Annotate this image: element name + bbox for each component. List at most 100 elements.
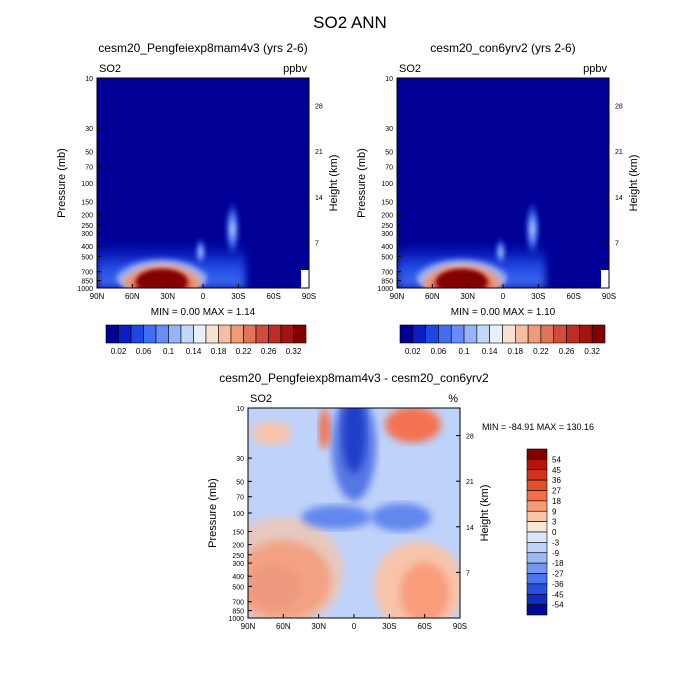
colorbar-label: 3 <box>552 518 557 527</box>
field <box>248 408 460 618</box>
colorbar-bin <box>526 573 548 585</box>
field-anomaly <box>399 562 450 618</box>
colorbar-bin <box>193 324 207 344</box>
colorbar-bin <box>255 324 269 344</box>
right-tick-label: 14 <box>315 195 323 202</box>
colorbar-label: 0.06 <box>431 347 447 356</box>
right-tick-label: 14 <box>615 195 623 202</box>
right-tick-label: 28 <box>615 104 623 111</box>
colorbar-bin <box>268 324 282 344</box>
colorbar-bin <box>591 324 606 344</box>
x-tick-label: 60N <box>425 292 440 301</box>
colorbar-bin <box>399 324 414 344</box>
right-tick-label: 21 <box>466 479 474 486</box>
y-tick-label: 70 <box>85 165 93 172</box>
right-axis-label: Height (km) <box>328 155 340 212</box>
colorbar-bin <box>280 324 294 344</box>
y-tick-label: 850 <box>381 279 393 286</box>
colorbar-label: 0.32 <box>286 347 302 356</box>
colorbar: 0.02 0.06 0.1 0.14 0.18 0.22 0.26 0.32 <box>399 324 606 356</box>
right-tick-label: 7 <box>466 570 470 577</box>
y-axis-label: Pressure (mb) <box>207 478 219 548</box>
y-tick-label: 250 <box>81 223 93 230</box>
colorbar-label: 9 <box>552 507 557 516</box>
field-missing <box>301 270 309 288</box>
field-core <box>436 269 488 288</box>
colorbar-bin <box>412 324 426 344</box>
y-tick-label: 100 <box>381 181 393 188</box>
field-anomaly <box>384 408 441 443</box>
y-tick-label: 500 <box>81 254 93 261</box>
y-tick-label: 100 <box>81 181 93 188</box>
x-tick-label: 60S <box>267 292 281 301</box>
y-tick-label: 500 <box>232 584 244 591</box>
y-tick-label: 10 <box>385 76 393 83</box>
y-tick-label: 400 <box>232 574 244 581</box>
x-tick-label: 90S <box>302 292 316 301</box>
field-anomaly <box>301 505 372 530</box>
colorbar-label: 0.14 <box>186 347 202 356</box>
y-tick-label: 300 <box>81 231 93 238</box>
colorbar-bin <box>526 583 548 595</box>
panel-title: cesm20_Pengfeiexp8mam4v3 (yrs 2-6) <box>98 41 307 55</box>
colorbar-bin <box>526 500 548 512</box>
colorbar-bin <box>143 324 157 344</box>
x-tick-label: 30S <box>231 292 245 301</box>
colorbar-bin <box>526 469 548 481</box>
y-tick-label: 400 <box>381 244 393 251</box>
field <box>397 78 609 288</box>
right-tick-label: 28 <box>315 104 323 111</box>
colorbar-label: 54 <box>552 455 561 464</box>
x-tick-label: 60N <box>125 292 140 301</box>
colorbar-bin <box>526 604 548 616</box>
colorbar-label: 0.1 <box>163 347 175 356</box>
colorbar-bin <box>527 324 542 344</box>
colorbar-label: 0.02 <box>111 347 127 356</box>
y-tick-label: 500 <box>381 254 393 261</box>
colorbar-bin <box>180 324 194 344</box>
colorbar-bin <box>566 324 580 344</box>
colorbar-bin <box>118 324 132 344</box>
colorbar-label: 18 <box>552 497 561 506</box>
figure-title: SO2 ANN <box>313 13 387 32</box>
right-axis-label: Height (km) <box>628 155 640 212</box>
colorbar-bin <box>230 324 244 344</box>
y-tick-label: 250 <box>232 553 244 560</box>
colorbar-label: 0.06 <box>136 347 152 356</box>
panel-units-label: ppbv <box>583 63 607 75</box>
colorbar-bin <box>526 562 548 574</box>
colorbar-bin <box>463 324 478 344</box>
colorbar-bin <box>526 552 548 564</box>
colorbar-bin <box>526 521 548 533</box>
colorbar-bin <box>515 324 529 344</box>
panel-title: cesm20_con6yrv2 (yrs 2-6) <box>430 41 575 55</box>
x-tick-label: 90N <box>241 622 256 631</box>
colorbar-label: 0.22 <box>533 347 549 356</box>
colorbar-label: 0.32 <box>584 347 600 356</box>
colorbar-label: -27 <box>552 570 564 579</box>
y-tick-label: 850 <box>232 609 244 616</box>
min-max-label: MIN = 0.00 MAX = 1.14 <box>151 307 256 318</box>
y-tick-label: 30 <box>85 126 93 133</box>
min-max-label: MIN = 0.00 MAX = 1.10 <box>451 307 556 318</box>
colorbar-bin <box>526 448 548 460</box>
y-tick-label: 150 <box>81 199 93 206</box>
colorbar-bin <box>579 324 593 344</box>
field-missing <box>601 270 609 288</box>
y-tick-label: 850 <box>81 279 93 286</box>
field-anomaly <box>332 408 376 501</box>
panel-units-label: % <box>448 393 458 405</box>
x-tick-label: 90N <box>390 292 405 301</box>
colorbar-label: 0.14 <box>482 347 498 356</box>
y-tick-label: 200 <box>232 543 244 550</box>
right-tick-label: 28 <box>466 434 474 441</box>
y-tick-label: 150 <box>381 199 393 206</box>
y-axis-label: Pressure (mb) <box>356 148 368 218</box>
right-axis-label: Height (km) <box>479 485 491 542</box>
colorbar-label: 0.1 <box>459 347 471 356</box>
colorbar-label: 0.22 <box>236 347 252 356</box>
y-tick-label: 50 <box>85 149 93 156</box>
field-anomaly <box>251 421 292 446</box>
colorbar-bin <box>130 324 144 344</box>
